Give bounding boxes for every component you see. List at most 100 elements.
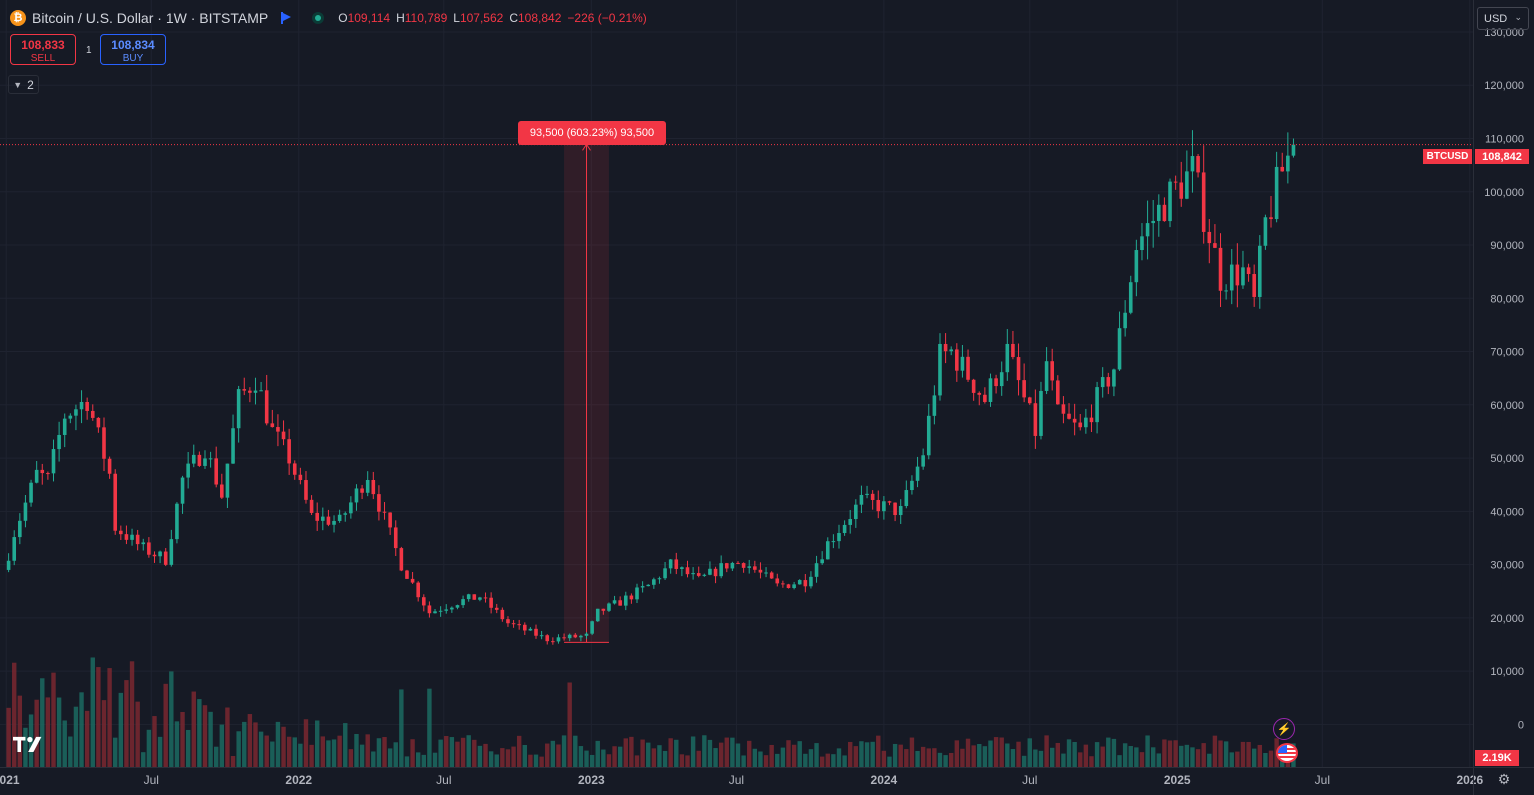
volume-bar <box>51 672 56 767</box>
volume-bar <box>242 721 247 767</box>
candle-body <box>1224 290 1228 292</box>
candle-body <box>719 563 723 577</box>
candle-body <box>825 541 830 560</box>
ohlc-values: O109,114 H110,789 L107,562 C108,842 −226… <box>338 11 647 25</box>
candle-body <box>1218 247 1223 291</box>
volume-bar <box>685 755 690 767</box>
volume-bar <box>129 661 135 767</box>
candle-body <box>483 597 488 599</box>
volume-bar <box>1251 748 1257 767</box>
volume-bar <box>359 744 365 767</box>
candle-body <box>220 484 224 498</box>
volume-bar <box>1094 742 1100 767</box>
volume-bar <box>769 744 774 767</box>
volume-bar <box>1263 753 1268 767</box>
volume-bar <box>124 680 129 767</box>
candle-body <box>1134 250 1139 283</box>
flag-icon[interactable] <box>280 12 292 24</box>
candle-body <box>46 473 50 475</box>
volume-bar <box>185 729 191 767</box>
candle-body <box>657 578 662 580</box>
candle-body <box>51 449 56 474</box>
volume-bar <box>881 750 887 767</box>
candle-body <box>214 458 219 485</box>
candle-body <box>506 619 510 624</box>
candle-body <box>158 551 162 557</box>
candle-body <box>1089 417 1094 423</box>
volume-bar <box>421 754 427 767</box>
candle-body <box>489 597 493 608</box>
volume-bar <box>365 734 370 767</box>
volume-bar <box>1173 740 1178 767</box>
volume-bar <box>589 754 595 767</box>
candle-body <box>304 480 308 500</box>
candlestick-series <box>6 130 1296 645</box>
volume-bar <box>791 744 797 767</box>
volume-bar <box>864 742 870 767</box>
candle-body <box>405 570 409 579</box>
candle-body <box>124 534 129 540</box>
candle-body <box>1067 413 1071 419</box>
candle-body <box>1168 181 1172 222</box>
volume-bar <box>758 751 763 767</box>
tradingview-logo-icon[interactable] <box>13 735 45 753</box>
sell-button[interactable]: 108,833 SELL <box>10 34 76 65</box>
candle-body <box>915 466 920 481</box>
candle-body <box>107 458 112 474</box>
volume-bar <box>1117 755 1122 767</box>
volume-bar <box>982 746 988 767</box>
candle-body <box>730 562 735 569</box>
candle-body <box>904 490 909 507</box>
order-quantity[interactable]: 1 <box>86 45 92 56</box>
volume-bar <box>960 748 965 767</box>
volume-bar <box>1072 742 1077 767</box>
volume-bar <box>1179 745 1184 767</box>
candle-body <box>461 599 465 606</box>
volume-bar <box>595 740 600 767</box>
bitcoin-icon: ₿ <box>10 10 26 26</box>
candle-body <box>315 512 319 521</box>
candle-body <box>921 455 925 467</box>
volume-bar <box>1162 739 1167 767</box>
indicators-toggle-button[interactable]: ▼ 2 <box>8 75 39 94</box>
candle-body <box>1095 387 1099 423</box>
buy-button[interactable]: 108,834 BUY <box>100 34 166 65</box>
candle-body <box>478 597 482 600</box>
symbol-header[interactable]: ₿ Bitcoin / U.S. Dollar · 1W · BITSTAMP … <box>10 8 647 28</box>
lightning-icon[interactable]: ⚡ <box>1273 718 1295 740</box>
volume-bar <box>382 737 387 767</box>
time-axis[interactable]: 2021 Jul 2022 Jul 2023 Jul 2024 Jul 2025 Jul 2026 <box>0 773 1483 787</box>
candle-body <box>809 576 813 587</box>
volume-bar <box>853 746 859 767</box>
volume-tag: 2.19K <box>1475 750 1519 766</box>
volume-bar <box>415 752 421 767</box>
volume-bar <box>1150 747 1156 767</box>
candle-body <box>276 427 280 432</box>
volume-bar <box>977 744 982 767</box>
gear-icon[interactable]: ⚙ <box>1497 770 1511 787</box>
time-tick-label: 2026 <box>1456 773 1483 787</box>
price-tick-label: 20,000 <box>1490 613 1524 625</box>
market-status-icon[interactable] <box>312 12 325 24</box>
candle-body <box>141 542 146 545</box>
measure-label[interactable]: 93,500 (603.23%) 93,500 <box>518 121 666 145</box>
volume-bar <box>668 738 673 767</box>
candle-body <box>416 582 420 598</box>
us-flag-events-icon[interactable] <box>1276 743 1298 763</box>
candle-body <box>1061 404 1066 414</box>
candle-body <box>494 607 499 610</box>
volume-bar <box>320 736 326 767</box>
volume-bar <box>1240 741 1246 767</box>
candle-body <box>410 578 415 583</box>
price-axis-border <box>1473 0 1474 795</box>
symbol-title[interactable]: Bitcoin / U.S. Dollar · 1W · BITSTAMP <box>32 10 269 26</box>
price-axis[interactable]: 130,000120,000110,000100,00090,00080,000… <box>1484 27 1524 731</box>
currency-select[interactable]: USD ⌄ <box>1477 7 1529 30</box>
time-axis-border <box>0 767 1534 768</box>
candle-body <box>1157 204 1161 221</box>
candle-body <box>652 579 656 585</box>
candle-body <box>926 415 931 456</box>
volume-bar <box>410 739 415 767</box>
candle-body <box>842 524 847 534</box>
